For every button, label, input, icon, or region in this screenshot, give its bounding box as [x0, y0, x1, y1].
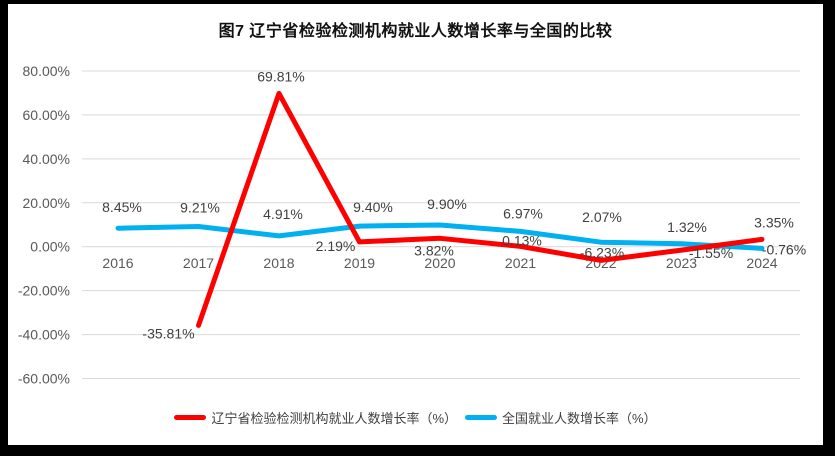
data-label: 1.32% — [667, 219, 707, 235]
data-label: 6.97% — [503, 205, 543, 221]
chart-plot: 80.00% 60.00% 40.00% 20.00% 0.00% -20.00% -40.… — [18, 63, 806, 387]
x-tick-label: 2023 — [666, 255, 697, 271]
data-label: 9.21% — [180, 199, 220, 215]
chart-title: 图7 辽宁省检验检测机构就业人数增长率与全国的比较 — [218, 23, 613, 40]
series-line-liaoning — [196, 90, 765, 328]
x-tick-label: 2019 — [344, 255, 375, 271]
y-tick-label: -40.00% — [18, 327, 70, 343]
data-label: -35.81% — [142, 325, 194, 341]
x-tick-label: 2020 — [424, 255, 455, 271]
x-tick-label: 2024 — [746, 255, 777, 271]
y-tick-label: -20.00% — [18, 283, 70, 299]
data-label: 3.35% — [754, 214, 794, 230]
y-tick-label: 60.00% — [23, 107, 70, 123]
data-label: 4.91% — [263, 206, 303, 222]
data-label: -0.76% — [762, 241, 806, 257]
data-label: 9.90% — [427, 196, 467, 212]
y-tick-label: 20.00% — [23, 195, 70, 211]
x-tick-label: 2021 — [505, 255, 536, 271]
legend-marker-national — [465, 415, 497, 420]
data-label: 69.81% — [257, 68, 304, 84]
data-label: 9.40% — [353, 199, 393, 215]
legend-label-liaoning: 辽宁省检验检测机构就业人数增长率（%） — [211, 411, 457, 426]
data-label: 2.19% — [316, 238, 356, 254]
data-label: 0.13% — [502, 232, 542, 248]
x-tick-label: 2017 — [183, 255, 214, 271]
data-label: 3.82% — [414, 242, 454, 258]
y-tick-label: 0.00% — [30, 239, 70, 255]
legend-item-liaoning: 辽宁省检验检测机构就业人数增长率（%） — [174, 408, 457, 427]
y-tick-label: 80.00% — [23, 63, 70, 79]
data-label: -1.55% — [689, 245, 733, 261]
series-line-national — [115, 222, 765, 251]
x-tick-label: 2018 — [263, 255, 294, 271]
data-label: 2.07% — [582, 209, 622, 225]
x-tick-label: 2016 — [102, 255, 133, 271]
chart-legend: 辽宁省检验检测机构就业人数增长率（%） 全国就业人数增长率（%） — [8, 408, 823, 427]
data-label: 8.45% — [102, 199, 142, 215]
y-tick-label: -60.00% — [18, 371, 70, 387]
legend-label-national: 全国就业人数增长率（%） — [502, 411, 657, 426]
legend-marker-liaoning — [174, 415, 207, 420]
chart-canvas: 图7 辽宁省检验检测机构就业人数增长率与全国的比较 80.00% 60.00% 40… — [8, 4, 823, 445]
y-tick-label: 40.00% — [23, 151, 70, 167]
legend-item-national: 全国就业人数增长率（%） — [465, 408, 657, 427]
data-label: -6.23% — [580, 244, 624, 260]
